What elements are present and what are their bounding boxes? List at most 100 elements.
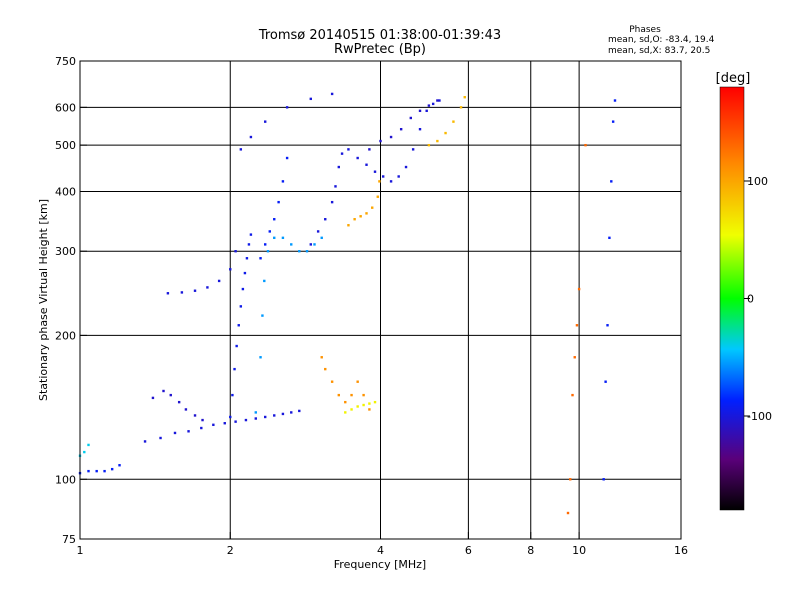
data-point — [234, 420, 237, 423]
data-point — [229, 415, 232, 419]
data-point — [281, 236, 285, 240]
data-point — [566, 511, 570, 515]
data-point — [436, 139, 439, 143]
data-point — [259, 257, 262, 260]
x-tick-label: 8 — [527, 544, 534, 557]
data-point — [334, 185, 337, 188]
data-point — [285, 156, 289, 160]
y-tick-label: 500 — [55, 139, 76, 152]
y-axis: 75 100 200 300 400 500 600 750 — [55, 55, 87, 546]
data-point — [244, 418, 248, 422]
data-point — [254, 417, 257, 420]
data-point — [273, 218, 276, 221]
data-point — [362, 403, 365, 407]
data-point — [365, 163, 368, 166]
data-point — [610, 180, 613, 183]
data-point — [264, 415, 267, 419]
data-point — [571, 393, 574, 397]
y-tick-label: 100 — [55, 473, 76, 486]
data-point — [234, 250, 237, 253]
data-point — [389, 135, 393, 139]
data-point — [606, 324, 609, 327]
data-point — [83, 450, 86, 454]
data-point — [305, 250, 309, 253]
data-point — [264, 243, 267, 246]
x-tick-label: 2 — [227, 544, 234, 557]
stats-heading: Phases — [629, 25, 661, 35]
data-point — [264, 120, 267, 123]
data-point — [418, 109, 422, 113]
data-point — [608, 236, 611, 240]
x-axis-label: Frequency [MHz] — [334, 558, 426, 571]
data-points — [78, 92, 617, 515]
data-point — [584, 143, 587, 147]
data-point — [330, 380, 334, 383]
data-point — [350, 408, 353, 411]
data-point — [259, 356, 262, 359]
y-tick-label: 300 — [55, 245, 76, 258]
data-point — [577, 287, 581, 291]
data-point — [436, 99, 439, 102]
data-point — [254, 411, 257, 414]
data-point — [313, 243, 316, 246]
data-point — [201, 418, 204, 422]
data-point — [330, 200, 334, 204]
data-point — [365, 212, 368, 215]
data-point — [281, 180, 285, 183]
data-point — [193, 414, 197, 417]
data-point — [87, 469, 90, 473]
data-point — [320, 356, 323, 359]
data-point — [347, 224, 350, 227]
data-point — [143, 440, 147, 443]
data-point — [239, 305, 243, 308]
data-point — [368, 148, 371, 151]
data-point — [277, 200, 280, 204]
x-tick-label: 6 — [465, 544, 472, 557]
data-point — [309, 97, 312, 101]
x-tick-label: 16 — [674, 544, 688, 557]
data-point — [340, 152, 344, 155]
data-point — [245, 257, 249, 260]
data-point — [604, 380, 607, 383]
data-point — [316, 230, 320, 233]
data-point — [353, 218, 356, 221]
data-point — [290, 411, 293, 414]
data-point — [324, 218, 327, 221]
y-tick-label: 75 — [62, 533, 76, 546]
data-point — [212, 423, 215, 427]
data-point — [347, 148, 350, 151]
data-point — [95, 469, 98, 473]
data-point — [602, 478, 605, 481]
data-point — [263, 279, 266, 283]
data-point — [438, 99, 441, 102]
x-tick-label: 4 — [377, 544, 384, 557]
data-point — [324, 367, 327, 371]
data-point — [249, 233, 253, 236]
data-point — [337, 393, 341, 397]
data-point — [206, 286, 209, 289]
x-axis: 1 2 4 6 8 10 16 — [77, 532, 688, 557]
data-point — [243, 271, 247, 275]
data-point — [249, 135, 253, 139]
data-point — [200, 426, 203, 430]
data-point — [344, 411, 347, 414]
stats-line-x: mean, sd,X: 83.7, 20.5 — [608, 46, 710, 56]
data-point — [298, 250, 301, 253]
colorbar-label: [deg] — [716, 71, 751, 86]
data-point — [180, 291, 184, 294]
data-point — [418, 127, 422, 131]
data-point — [309, 243, 312, 246]
data-point — [151, 396, 155, 400]
data-point — [273, 236, 276, 240]
gridlines — [80, 61, 681, 539]
data-point — [237, 324, 240, 327]
data-point — [266, 250, 270, 253]
data-point — [452, 120, 455, 123]
data-point — [573, 356, 576, 359]
data-point — [444, 131, 447, 135]
data-point — [193, 289, 197, 292]
data-point — [463, 95, 466, 99]
y-tick-label: 400 — [55, 185, 76, 198]
data-point — [187, 430, 190, 433]
